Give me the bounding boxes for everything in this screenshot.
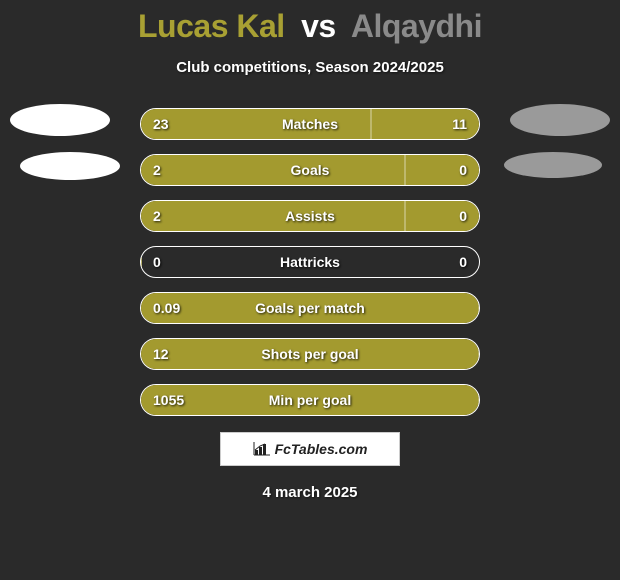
- stat-label: Goals: [141, 155, 479, 185]
- player2-badge-bottom: [504, 152, 602, 178]
- stats-area: 23Matches112Goals02Assists00Hattricks00.…: [0, 108, 620, 501]
- stat-label: Min per goal: [141, 385, 479, 415]
- stat-value-right: 0: [459, 247, 467, 277]
- stat-label: Goals per match: [141, 293, 479, 323]
- comparison-title: Lucas Kal vs Alqaydhi: [0, 8, 620, 45]
- header: Lucas Kal vs Alqaydhi Club competitions,…: [0, 0, 620, 76]
- brand-box: FcTables.com: [220, 432, 400, 466]
- stat-row: 0Hattricks0: [140, 246, 480, 278]
- brand-text: FcTables.com: [275, 441, 368, 457]
- player1-badge-top: [10, 104, 110, 136]
- player2-name: Alqaydhi: [351, 8, 482, 44]
- stat-value-right: 11: [452, 109, 467, 139]
- chart-icon: [253, 441, 271, 457]
- footer-date: 4 march 2025: [0, 484, 620, 501]
- stat-label: Assists: [141, 201, 479, 231]
- stat-row: 2Goals0: [140, 154, 480, 186]
- player2-badge-top: [510, 104, 610, 136]
- player1-name: Lucas Kal: [138, 8, 285, 44]
- stat-row: 12Shots per goal: [140, 338, 480, 370]
- stat-label: Shots per goal: [141, 339, 479, 369]
- stat-bars-container: 23Matches112Goals02Assists00Hattricks00.…: [140, 108, 480, 416]
- stat-label: Hattricks: [141, 247, 479, 277]
- stat-value-right: 0: [459, 155, 467, 185]
- player1-badge-bottom: [20, 152, 120, 180]
- vs-text: vs: [301, 8, 336, 44]
- stat-row: 1055Min per goal: [140, 384, 480, 416]
- stat-row: 23Matches11: [140, 108, 480, 140]
- stat-label: Matches: [141, 109, 479, 139]
- stat-value-right: 0: [459, 201, 467, 231]
- stat-row: 0.09Goals per match: [140, 292, 480, 324]
- subtitle: Club competitions, Season 2024/2025: [0, 59, 620, 76]
- stat-row: 2Assists0: [140, 200, 480, 232]
